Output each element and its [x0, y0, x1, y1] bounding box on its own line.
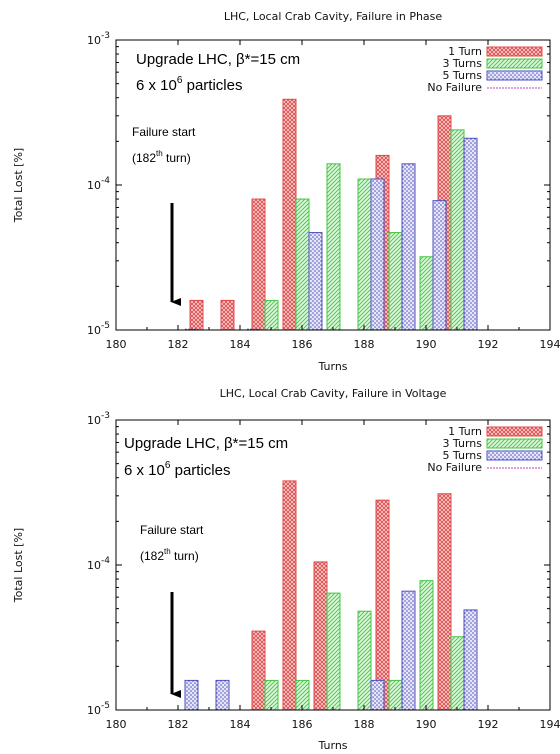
bar [401, 163, 416, 331]
y-tick-label: 10-3 [87, 31, 110, 47]
bar [370, 679, 385, 711]
bar [388, 232, 403, 331]
legend-label: No Failure [427, 81, 482, 94]
x-tick-label: 184 [230, 718, 251, 731]
legend-swatch [486, 70, 543, 81]
bar [308, 232, 323, 331]
bar [388, 679, 403, 711]
bar [189, 299, 204, 331]
chart-title: LHC, Local Crab Cavity, Failure in Phase [224, 10, 443, 23]
bar [370, 178, 385, 331]
annotation-failure-start: Failure start [140, 523, 204, 537]
x-tick-label: 184 [230, 338, 251, 351]
bar [419, 580, 434, 711]
phase-failure-chart: LHC, Local Crab Cavity, Failure in Phase… [12, 10, 560, 373]
legend-swatch [486, 46, 543, 57]
bar [313, 561, 328, 711]
y-tick-label: 10-5 [87, 321, 110, 337]
bar [295, 198, 310, 331]
legend-label: 3 Turns [442, 57, 482, 70]
annotation-failure-turn: (182th turn) [132, 149, 191, 165]
bar [184, 679, 199, 711]
bar [326, 592, 341, 711]
bar [357, 178, 372, 331]
chart-title: LHC, Local Crab Cavity, Failure in Volta… [220, 387, 447, 400]
bar [326, 163, 341, 331]
legend-swatch [486, 438, 543, 449]
x-tick-label: 180 [106, 718, 127, 731]
x-tick-label: 188 [354, 338, 375, 351]
y-tick-label: 10-4 [87, 556, 110, 572]
bar [282, 98, 297, 331]
bar [432, 200, 447, 331]
bar [282, 480, 297, 711]
legend-label: 5 Turns [442, 449, 482, 462]
x-tick-label: 186 [292, 338, 313, 351]
bar [215, 679, 230, 711]
bar [357, 610, 372, 711]
x-tick-label: 190 [416, 338, 437, 351]
bar [463, 609, 478, 711]
legend-label: 1 Turn [448, 45, 482, 58]
y-tick-label: 10-3 [87, 411, 110, 427]
x-tick-label: 194 [540, 338, 560, 351]
y-axis-label: Total Lost [%] [12, 148, 25, 223]
bar [264, 679, 279, 711]
annotation-particles: 6 x 106 particles [136, 75, 242, 94]
x-tick-label: 190 [416, 718, 437, 731]
bar [251, 198, 266, 331]
bar [419, 256, 434, 331]
bar [375, 499, 390, 711]
x-tick-label: 192 [478, 718, 499, 731]
x-axis-label: Turns [317, 739, 347, 752]
y-tick-label: 10-4 [87, 176, 110, 192]
x-tick-label: 182 [168, 338, 189, 351]
bar [220, 299, 235, 331]
legend-label: 5 Turns [442, 69, 482, 82]
voltage-failure-chart: LHC, Local Crab Cavity, Failure in Volta… [12, 387, 560, 752]
annotation-failure-start: Failure start [132, 125, 196, 139]
legend-label: 1 Turn [448, 425, 482, 438]
x-tick-label: 180 [106, 338, 127, 351]
bar [264, 299, 279, 331]
bar [401, 590, 416, 711]
y-axis-label: Total Lost [%] [12, 528, 25, 603]
bar [437, 493, 452, 711]
x-tick-label: 182 [168, 718, 189, 731]
bar [450, 129, 465, 331]
annotation-failure-turn: (182th turn) [140, 547, 199, 563]
x-tick-label: 186 [292, 718, 313, 731]
bar [463, 137, 478, 331]
legend-label: No Failure [427, 461, 482, 474]
annotation-heading: Upgrade LHC, β*=15 cm [124, 435, 288, 452]
y-tick-label: 10-5 [87, 701, 110, 717]
x-axis-label: Turns [317, 360, 347, 373]
x-tick-label: 188 [354, 718, 375, 731]
annotation-particles: 6 x 106 particles [124, 460, 230, 479]
bar [251, 630, 266, 711]
x-tick-label: 194 [540, 718, 560, 731]
legend-swatch [486, 450, 543, 461]
legend-swatch [486, 58, 543, 69]
annotation-heading: Upgrade LHC, β*=15 cm [136, 51, 300, 68]
x-tick-label: 192 [478, 338, 499, 351]
legend-swatch [486, 426, 543, 437]
legend-label: 3 Turns [442, 437, 482, 450]
bar [450, 636, 465, 711]
